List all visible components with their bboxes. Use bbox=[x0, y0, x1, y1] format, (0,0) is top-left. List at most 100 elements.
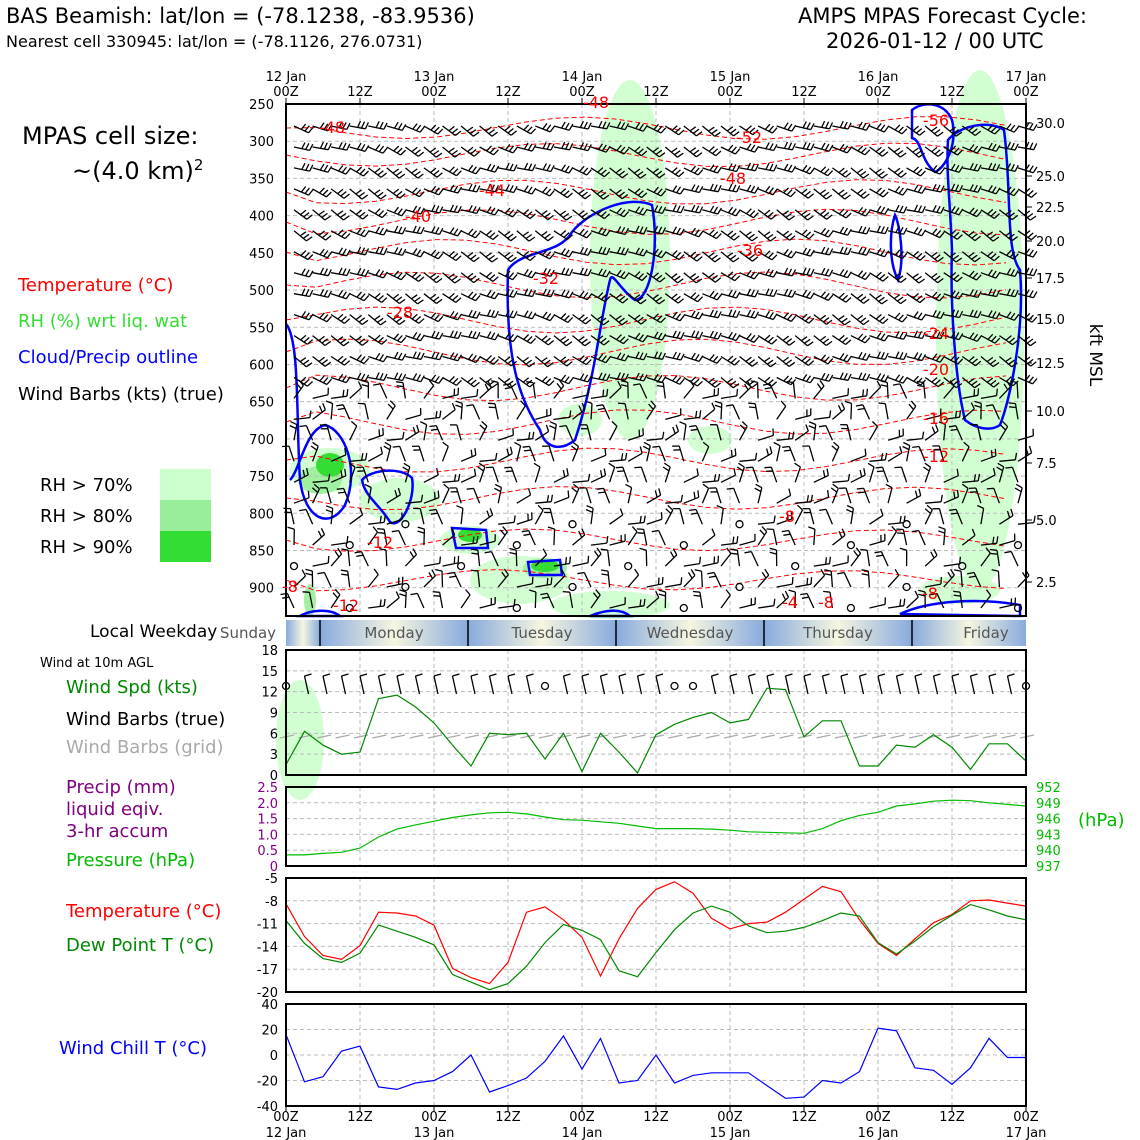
kft-tick-1: 25.0 bbox=[1036, 170, 1065, 185]
wind-barb-flag bbox=[674, 169, 681, 175]
wind-barb-flag bbox=[839, 353, 845, 360]
wind-barb-flag bbox=[653, 186, 659, 193]
pressure-tick-550: 550 bbox=[249, 321, 274, 336]
wind-barb-flag bbox=[383, 247, 388, 255]
wind-barb-5-2 bbox=[330, 229, 351, 240]
wind-barb-flag bbox=[805, 231, 812, 238]
wind-barb-1-38 bbox=[999, 141, 1019, 151]
wind-barb-flag bbox=[319, 312, 325, 319]
wind-barb-22-7 bbox=[423, 569, 436, 588]
wind10-grid-barb-13 bbox=[520, 734, 535, 739]
wind-barb-flag bbox=[562, 469, 566, 478]
wind-barb-shaft bbox=[367, 531, 379, 546]
wind10-barb-31 bbox=[858, 675, 865, 695]
wind-barb-flag bbox=[304, 187, 310, 194]
wind-barb-flag bbox=[864, 448, 867, 456]
wind-barb-shaft bbox=[385, 550, 388, 567]
wind-barb-shaft bbox=[658, 446, 666, 462]
wind10-grid-barb-8 bbox=[427, 734, 443, 739]
wind-barb-18-3 bbox=[336, 487, 351, 504]
wind-barb-flag bbox=[1006, 288, 1011, 296]
wind-barb-shaft bbox=[627, 146, 642, 157]
wind-barb-flag bbox=[392, 293, 400, 300]
wind-barb-flag bbox=[731, 290, 737, 298]
wind-barb-flag bbox=[578, 355, 585, 361]
wind-barb-flag bbox=[940, 331, 945, 339]
wind-barb-flag bbox=[398, 226, 403, 234]
wind-barb-flag bbox=[991, 569, 999, 572]
wind-barb-3-35 bbox=[943, 183, 964, 193]
wind-barb-flag bbox=[300, 123, 307, 130]
wind-barb-flag bbox=[971, 358, 978, 364]
wind-barb-14-16 bbox=[585, 400, 593, 420]
wind-barb-flag bbox=[582, 230, 589, 237]
wind-barb-13-30 bbox=[850, 388, 869, 400]
wind-barb-7-11 bbox=[497, 270, 518, 281]
wind-barb-11-34 bbox=[924, 353, 945, 363]
wind-barb-flag bbox=[949, 380, 955, 387]
wind-barb-23-4 bbox=[368, 598, 386, 609]
wind-barb-flag bbox=[616, 372, 621, 380]
wind-barb-9-11 bbox=[498, 309, 518, 319]
wind-barb-flag bbox=[708, 126, 715, 132]
wind-barb-flag bbox=[977, 504, 984, 509]
wind-barb-flag bbox=[899, 205, 904, 213]
wind-barb-shaft bbox=[899, 383, 908, 399]
wind-barb-18-27 bbox=[795, 494, 814, 504]
wind-barb-flag bbox=[697, 169, 704, 176]
wind-barb-flag bbox=[1014, 290, 1019, 297]
top-hour-label-10: 00Z bbox=[1013, 85, 1039, 100]
wind10-grid-barb-16 bbox=[575, 734, 591, 739]
wind-barb-flag bbox=[377, 295, 384, 301]
wind-barb-flag bbox=[616, 121, 622, 129]
wind-barb-flag bbox=[976, 335, 982, 342]
wind-barb-flag bbox=[326, 315, 332, 323]
wind-barb-flag bbox=[689, 251, 697, 257]
wind-barb-3-10 bbox=[479, 183, 499, 193]
wind-barb-shaft bbox=[293, 575, 306, 588]
wind-barb-flag bbox=[1009, 188, 1016, 195]
wind-barb-flag bbox=[569, 143, 574, 151]
pressure-tick-right-2: 946 bbox=[1036, 813, 1061, 828]
wind-barb-flag bbox=[397, 122, 403, 130]
wind-barb-flag bbox=[472, 184, 477, 192]
wind-barb-flag bbox=[732, 383, 740, 389]
wind-barb-1-24 bbox=[739, 143, 760, 153]
wind-barb-flag bbox=[788, 340, 796, 346]
wind-barb-flag bbox=[323, 289, 329, 297]
wind-barb-flag bbox=[1014, 487, 1022, 493]
wind-barb-flag bbox=[782, 356, 789, 363]
wind-barb-21-37 bbox=[980, 547, 991, 567]
wind-barb-shaft bbox=[887, 487, 893, 504]
wind-barb-22-18 bbox=[627, 568, 640, 588]
wind-barb-flag bbox=[717, 473, 721, 482]
cloud-outline-2 bbox=[450, 526, 490, 550]
wind-barb-shaft bbox=[423, 209, 440, 214]
wind-barb-shaft bbox=[869, 540, 886, 546]
wind-barb-flag bbox=[977, 473, 981, 482]
wind-barb-flag bbox=[619, 146, 626, 153]
wind-barb-7-30 bbox=[850, 270, 871, 281]
wind-barb-14-27 bbox=[795, 408, 812, 421]
wind-barb-21-6 bbox=[404, 548, 418, 567]
wind-barb-flag bbox=[356, 267, 362, 275]
wind-barb-shaft bbox=[330, 508, 334, 525]
wind-barb-flag bbox=[636, 528, 644, 531]
wind-barb-flag bbox=[346, 249, 351, 257]
wind-barb-flag bbox=[322, 314, 329, 321]
wind-barb-shaft bbox=[590, 335, 605, 346]
wind-barb-flag bbox=[473, 468, 477, 476]
wind-barb-flag bbox=[379, 547, 387, 551]
wind-barb-shaft bbox=[330, 403, 334, 420]
wind-barb-shaft bbox=[590, 395, 607, 400]
wind-barb-flag bbox=[717, 185, 722, 192]
wind-barb-flag bbox=[897, 275, 904, 281]
wind-barb-flag bbox=[322, 189, 329, 196]
wind-barb-flag bbox=[819, 189, 827, 195]
wind-barb-flag bbox=[829, 410, 832, 418]
wind-barb-flag bbox=[327, 124, 333, 132]
wind-barb-6-35 bbox=[943, 251, 963, 263]
wind-barb-17-34 bbox=[923, 462, 932, 483]
wind-barb-shaft bbox=[739, 209, 754, 219]
wind-barb-flag bbox=[755, 483, 763, 489]
